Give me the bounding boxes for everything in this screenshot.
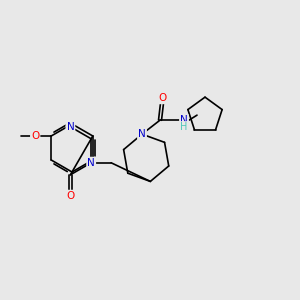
Text: N: N	[67, 122, 74, 132]
Text: O: O	[31, 131, 39, 141]
Text: N: N	[138, 129, 146, 139]
Text: N: N	[180, 115, 188, 125]
Text: O: O	[158, 93, 166, 103]
Text: H: H	[180, 122, 188, 132]
Text: N: N	[87, 158, 95, 168]
Text: O: O	[66, 191, 74, 201]
